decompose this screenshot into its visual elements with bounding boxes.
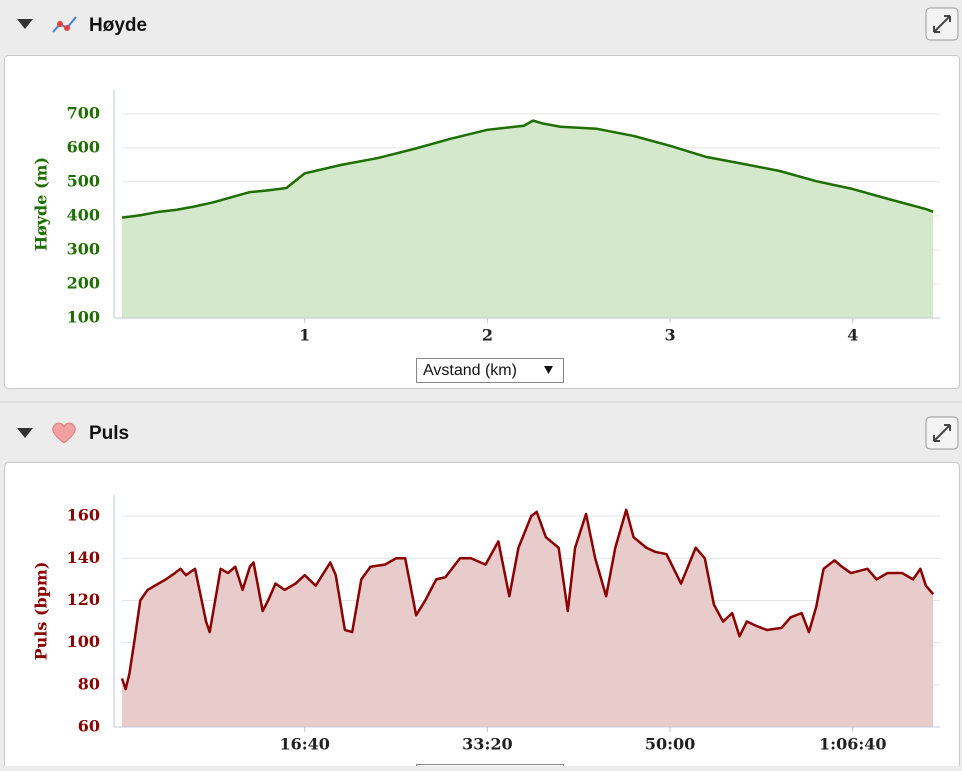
dropdown-arrow [544, 366, 553, 374]
y-tick-label: 700 [67, 103, 100, 122]
x-tick-label: 50:00 [645, 735, 695, 754]
line [120, 508, 935, 691]
line [121, 119, 934, 219]
panel-title: Høyde [89, 15, 147, 36]
expand-icon [933, 424, 951, 442]
x-tick-label: 16:40 [279, 735, 329, 754]
x-axis-dropdown[interactable] [416, 358, 564, 383]
heart-icon [52, 422, 76, 444]
y-tick-label: 100 [67, 632, 100, 651]
elevation-icon [52, 16, 77, 33]
y-tick-label: 400 [67, 205, 100, 224]
collapse-arrow[interactable] [17, 428, 33, 438]
y-tick-label: 300 [67, 239, 100, 258]
expand-icon [933, 15, 951, 33]
y-tick-label: 500 [67, 171, 100, 190]
dropdown-label[interactable]: Avstand (km) [423, 362, 517, 379]
y-tick-label: 80 [78, 674, 100, 693]
area [122, 509, 934, 727]
y-tick-label: 60 [78, 717, 100, 736]
y-tick-label: 140 [67, 548, 100, 567]
x-tick-label: 1 [299, 326, 310, 345]
y-tick-label: 100 [67, 308, 100, 327]
collapse-arrow[interactable] [17, 19, 33, 29]
y-tick-label: 160 [67, 506, 100, 525]
panel-title: Puls [89, 423, 129, 444]
y-tick-label: 600 [67, 137, 100, 156]
x-tick-label: 4 [847, 326, 858, 345]
y-tick-label: 200 [67, 273, 100, 292]
x-tick-label: 3 [665, 326, 676, 345]
x-tick-label: 2 [482, 326, 493, 345]
y-axis-label: Puls (bpm) [32, 562, 51, 661]
y-tick-label: 120 [67, 590, 100, 609]
x-tick-label: 33:20 [462, 735, 512, 754]
x-tick-label: 1:06:40 [819, 735, 886, 754]
y-axis-label: Høyde (m) [32, 157, 51, 251]
